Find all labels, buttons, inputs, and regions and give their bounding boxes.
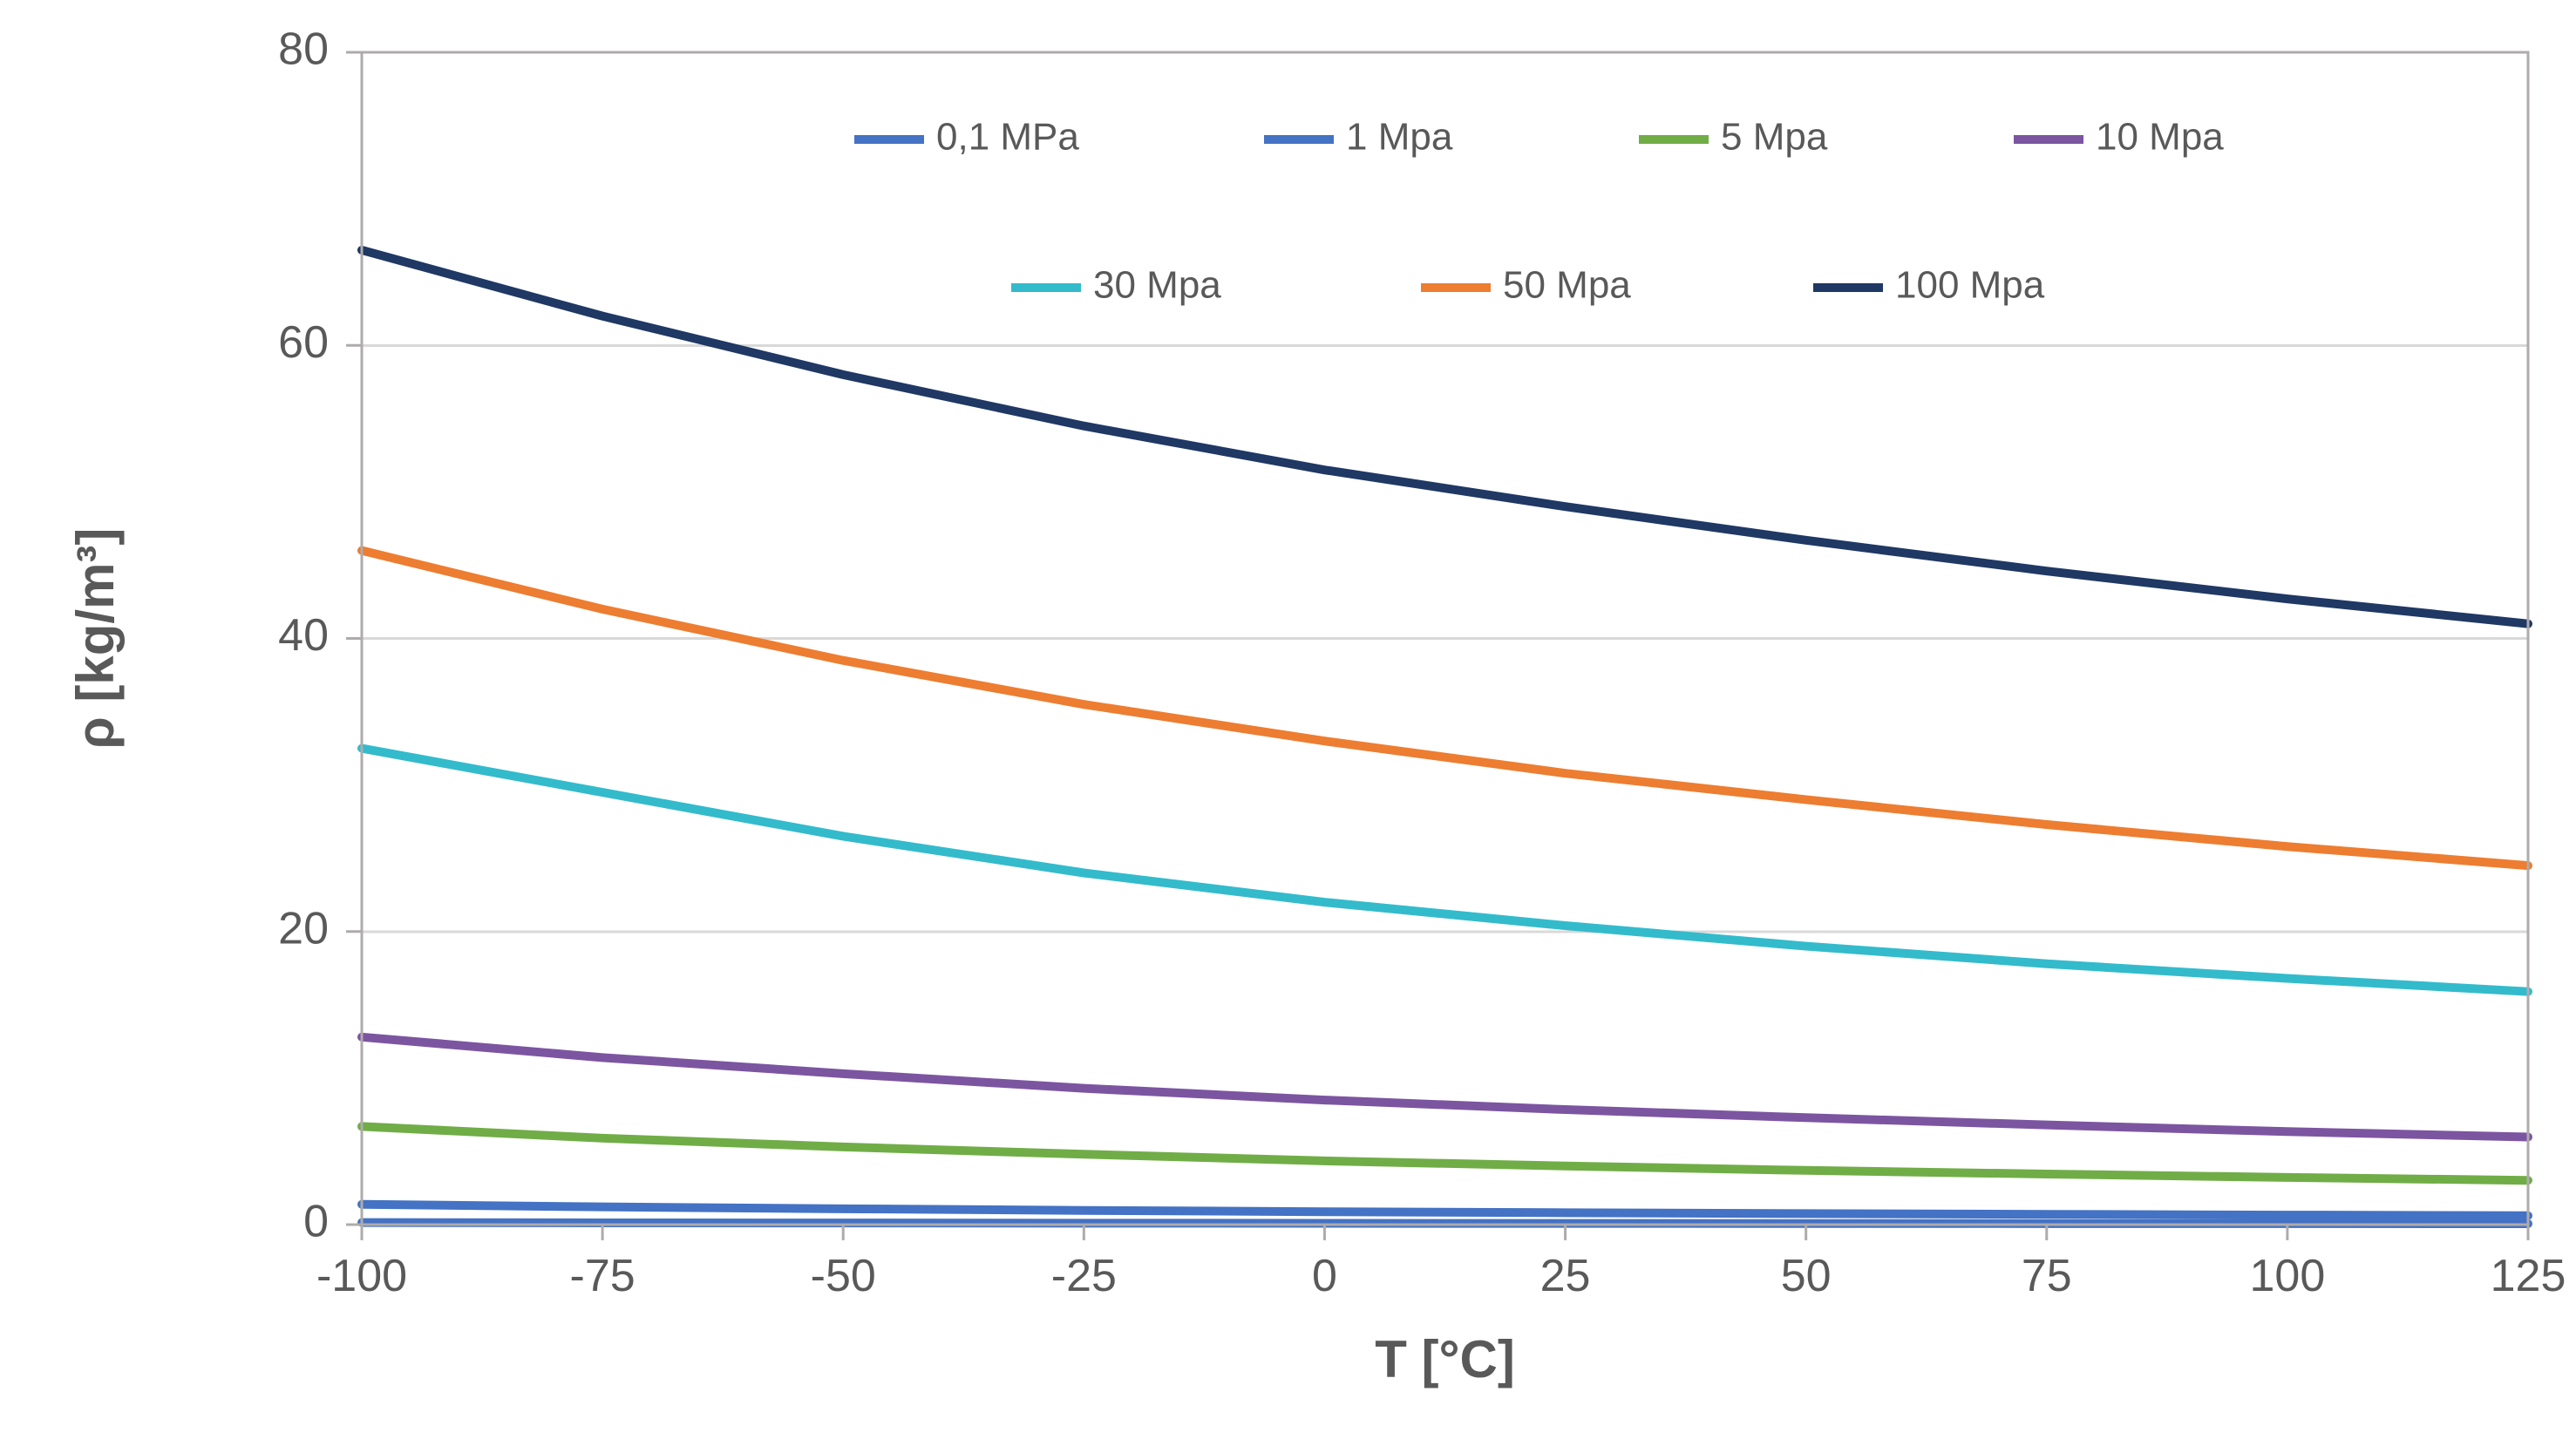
y-tick-label: 0 xyxy=(303,1197,329,1247)
x-tick-label: -100 xyxy=(316,1251,407,1301)
x-tick-label: 75 xyxy=(2022,1251,2072,1301)
x-tick-label: 100 xyxy=(2250,1251,2326,1301)
x-tick-label: -50 xyxy=(811,1251,876,1301)
y-tick-label: 40 xyxy=(278,610,329,661)
legend-label: 0,1 MPa xyxy=(936,116,1079,159)
legend-label: 10 Mpa xyxy=(2096,116,2224,159)
x-tick-label: 125 xyxy=(2491,1251,2566,1301)
x-axis-title: T [°C] xyxy=(1375,1330,1515,1388)
density-vs-temperature-chart: 0 20 40 60 80 -100 -75 -50 -25 0 25 50 75 100 125 ρ [kg… xyxy=(0,0,2576,1446)
chart-background xyxy=(0,0,2576,1446)
chart-container: 0 20 40 60 80 -100 -75 -50 -25 0 25 50 75 100 125 ρ [kg… xyxy=(0,0,2576,1446)
x-tick-label: -25 xyxy=(1051,1251,1117,1301)
y-axis-title: ρ [kg/m³] xyxy=(66,528,125,750)
x-tick-label: 0 xyxy=(1312,1251,1337,1301)
legend-label: 1 Mpa xyxy=(1346,116,1453,159)
legend-label: 5 Mpa xyxy=(1721,116,1828,159)
x-tick-label: 25 xyxy=(1540,1251,1591,1301)
x-tick-label: -75 xyxy=(570,1251,636,1301)
legend-label: 30 Mpa xyxy=(1093,264,1221,307)
legend-label: 50 Mpa xyxy=(1503,264,1631,307)
legend-label: 100 Mpa xyxy=(1895,264,2045,307)
x-tick-label: 50 xyxy=(1781,1251,1832,1301)
y-tick-label: 20 xyxy=(278,903,329,954)
y-tick-label: 60 xyxy=(278,317,329,368)
y-tick-label: 80 xyxy=(278,24,329,75)
